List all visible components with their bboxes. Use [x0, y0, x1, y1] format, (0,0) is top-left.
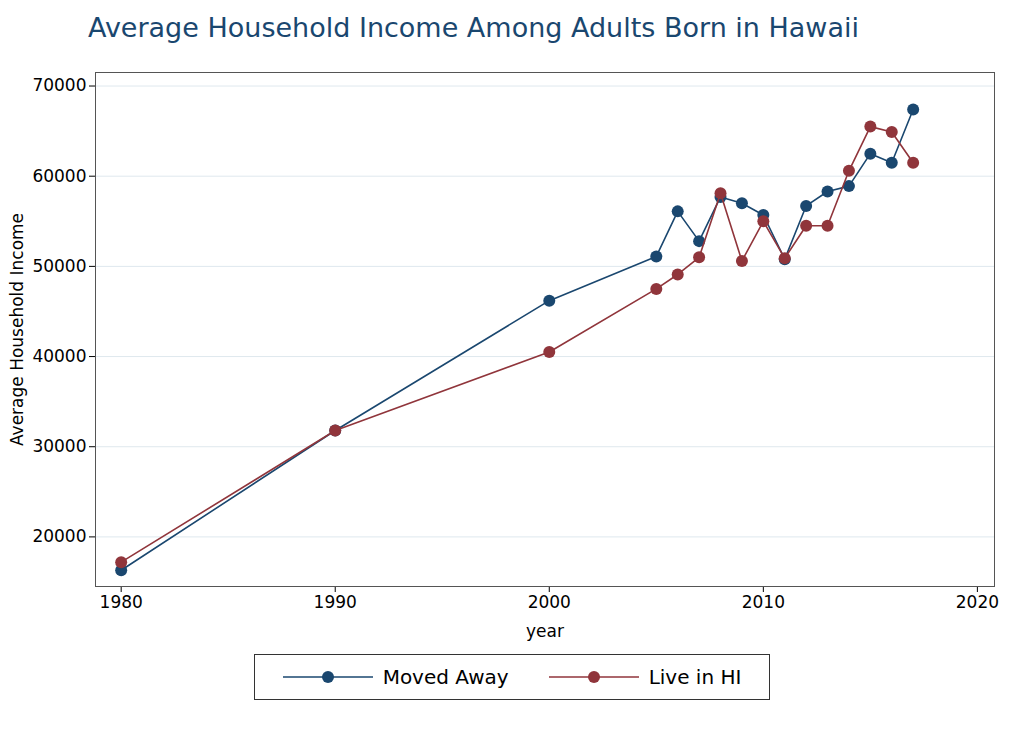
svg-text:2000: 2000: [528, 592, 571, 612]
svg-text:20000: 20000: [32, 526, 86, 546]
svg-text:40000: 40000: [32, 346, 86, 366]
svg-text:1980: 1980: [100, 592, 143, 612]
html-text:Live in HI: Live in HI: [648, 665, 742, 689]
svg-text:1990: 1990: [314, 592, 357, 612]
svg-text:Average Household Income: Average Household Income: [7, 213, 27, 446]
svg-text:70000: 70000: [32, 75, 86, 95]
svg-text:year: year: [526, 621, 564, 641]
svg-text:50000: 50000: [32, 256, 86, 276]
svg-text:30000: 30000: [32, 436, 86, 456]
svg-text:60000: 60000: [32, 166, 86, 186]
svg-text:2020: 2020: [956, 592, 999, 612]
html-text:Moved Away: Moved Away: [382, 665, 509, 689]
html-text:Average Household Income Among: Average Household Income Among Adults Bo…: [88, 12, 859, 43]
svg-text:2010: 2010: [742, 592, 785, 612]
